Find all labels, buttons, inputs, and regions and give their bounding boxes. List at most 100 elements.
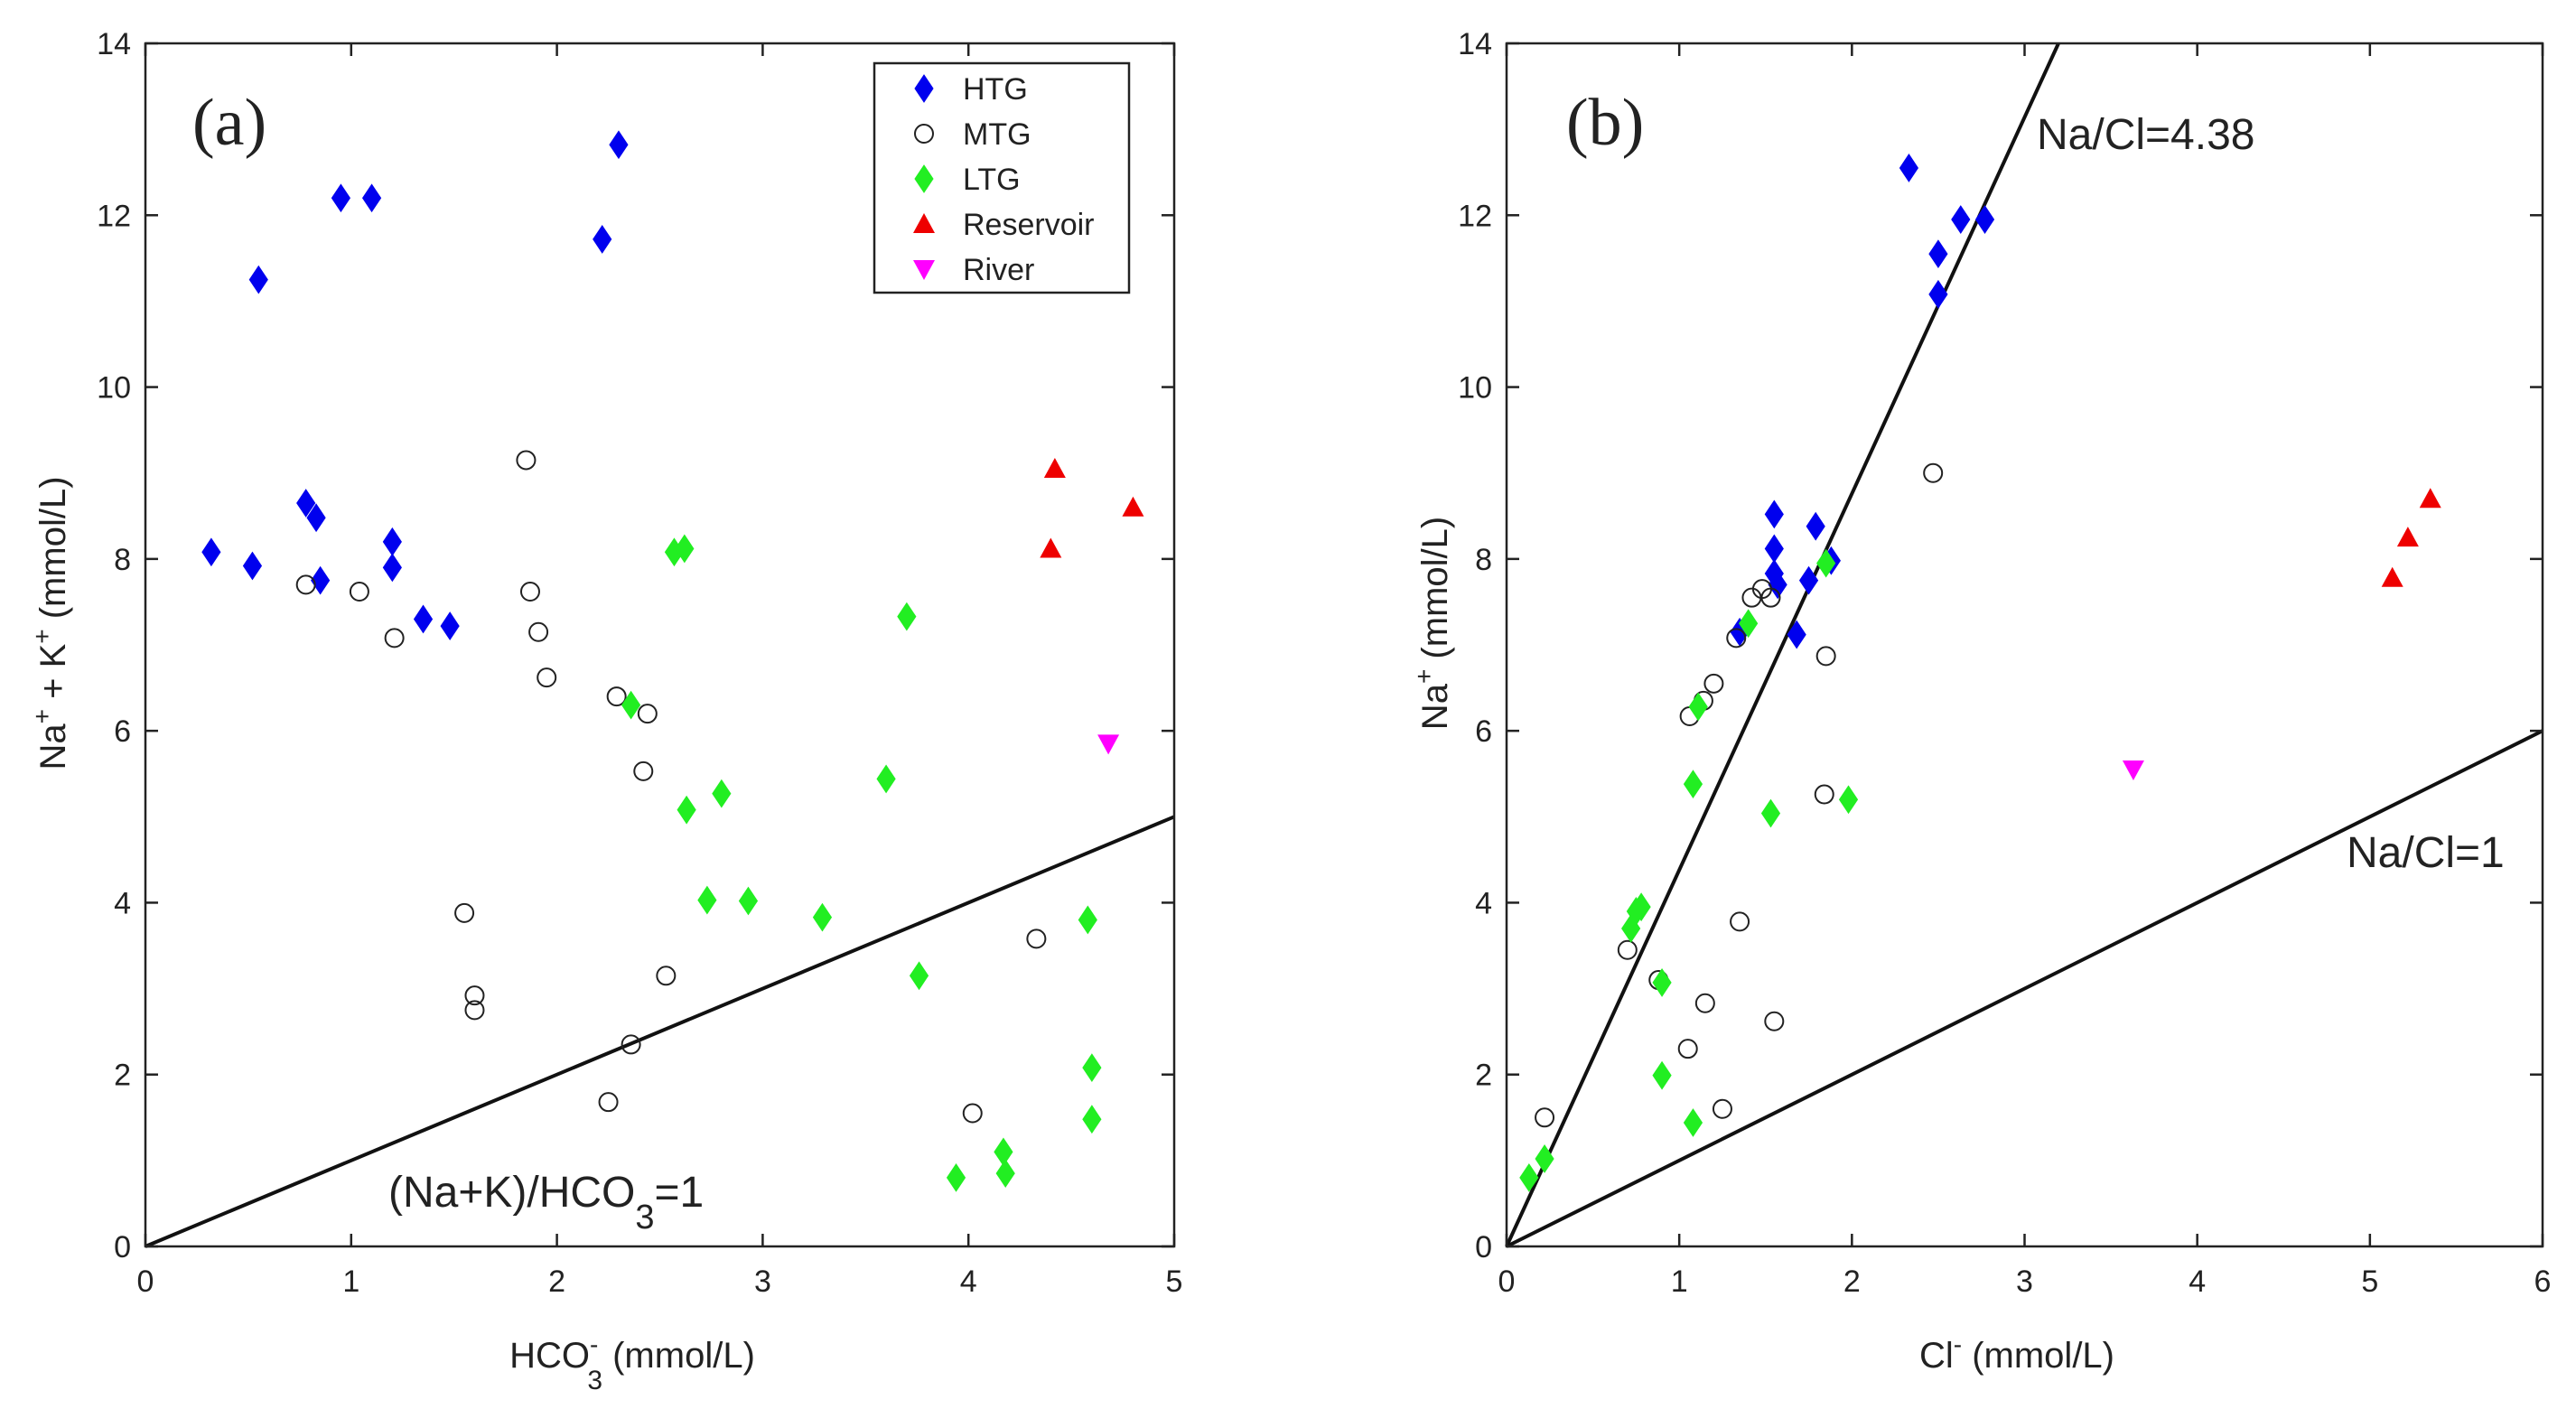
legend-marker-ltg [914, 164, 934, 193]
panel-b-point-htg [1768, 570, 1787, 600]
panel-b-point-ltg [1519, 1162, 1539, 1192]
panel-a-point-mtg [384, 628, 405, 649]
panel-a-point-ltg [1078, 905, 1097, 935]
panel-a-point-ltg [677, 795, 696, 825]
panel-b-y-tick-label: 12 [1458, 199, 1492, 233]
panel-b-y-tick-label: 4 [1475, 886, 1492, 920]
panel-a-y-tick-label: 2 [114, 1059, 131, 1093]
panel-a-x-tick-label: 1 [342, 1264, 359, 1299]
panel-a-point-mtg [454, 902, 475, 923]
panel-b: (b) Cl- (mmol/L) Na+ (mmol/L) 0 1 2 3 4 5 6024… [1410, 27, 2551, 1376]
panel-b-point-mtg [1760, 587, 1781, 608]
panel-a-point-htg [248, 265, 268, 294]
panel-b-point-ltg [1816, 548, 1836, 578]
panel-b-y-tick-label: 10 [1458, 371, 1492, 406]
panel-a-point-htg [361, 183, 382, 213]
panel-b-point-htg [1806, 511, 1825, 541]
panel-b-y-tick-label: 0 [1475, 1230, 1492, 1264]
panel-b-reference-line-0 [1505, 42, 2060, 1247]
panel-b-x-tick-label: 2 [1843, 1264, 1861, 1299]
panel-b-x-tick-label: 6 [2534, 1264, 2552, 1299]
panel-b-point-river [2122, 760, 2144, 780]
panel-a-point-mtg [464, 1000, 485, 1021]
panel-b-ratio-annotation-1: Na/Cl=1 [2347, 829, 2505, 877]
legend-label-river: River [963, 253, 1034, 287]
panel-a-point-htg [331, 183, 351, 213]
panel-a-point-ltg [1082, 1105, 1102, 1134]
panel-a-point-htg [609, 130, 629, 160]
legend-label-ltg: LTG [963, 163, 1021, 197]
panel-a-y-tick-label: 8 [114, 543, 131, 577]
panel-b-point-htg [1798, 565, 1819, 595]
panel-a-point-ltg [876, 764, 896, 794]
panel-b-point-htg [1787, 620, 1806, 649]
panel-a-point-htg [593, 225, 612, 254]
panel-b-point-ltg [1683, 1108, 1703, 1137]
panel-b-point-mtg [1703, 673, 1724, 694]
panel-b-point-ltg [1652, 1060, 1672, 1090]
panel-b-point-htg [1899, 154, 1919, 182]
panel-a-point-mtg [519, 582, 540, 602]
panel-a-y-tick-label: 12 [97, 199, 131, 233]
panel-a-x-tick-label: 4 [960, 1264, 977, 1299]
panel-a-x-tick-label: 5 [1166, 1264, 1183, 1299]
panel-b-point-htg [1764, 499, 1784, 529]
panel-a-point-ltg [909, 961, 929, 991]
panel-a-point-mtg [606, 686, 627, 707]
panel-b-x-tick-label: 3 [2016, 1264, 2033, 1299]
panel-a-point-ltg [946, 1162, 966, 1192]
panel-b-ratio-annotation-438: Na/Cl=4.38 [2037, 111, 2254, 159]
legend-marker-reservoir [913, 213, 935, 233]
panel-a-point-mtg [516, 450, 537, 471]
panel-a-point-htg [382, 553, 402, 583]
panel-b-point-mtg [1677, 1039, 1698, 1059]
panel-a-point-reservoir [1040, 537, 1062, 558]
panel-a-point-mtg [633, 760, 654, 781]
panel-b-reference-line-1 [1506, 729, 2543, 1248]
panel-b-x-tick-label: 0 [1498, 1264, 1516, 1299]
panel-a-point-mtg [295, 574, 316, 595]
panel-a-point-htg [201, 537, 221, 567]
panel-a-point-mtg [1026, 928, 1047, 949]
panel-a-y-tick-label: 14 [97, 27, 131, 61]
panel-b-point-ltg [1631, 892, 1651, 922]
panel-b-x-tick-label: 1 [1671, 1264, 1688, 1299]
panel-b-point-mtg [1815, 646, 1836, 667]
legend-label-htg: HTG [963, 72, 1028, 107]
panel-b-point-ltg [1739, 609, 1759, 639]
panel-b-y-tick-label: 2 [1475, 1059, 1492, 1093]
panel-b-point-htg [1928, 239, 1948, 269]
panel-b-x-tick-label: 4 [2189, 1264, 2206, 1299]
panel-b-y-tick-label: 14 [1458, 27, 1492, 61]
panel-b-point-ltg [1535, 1144, 1554, 1173]
legend-label-mtg: MTG [963, 117, 1031, 152]
legend-marker-htg [914, 74, 934, 103]
panel-b-point-mtg [1741, 587, 1762, 608]
legend-marker-mtg [914, 124, 934, 144]
panel-b-point-mtg [1535, 1107, 1555, 1128]
panel-b-point-mtg [1764, 1011, 1785, 1031]
panel-b-point-ltg [1683, 770, 1703, 799]
panel-a-point-mtg [464, 985, 485, 1006]
panel-a-point-ltg [995, 1159, 1015, 1189]
panel-b-y-tick-label: 8 [1475, 543, 1492, 577]
panel-a-point-mtg [621, 1034, 641, 1055]
panel-b-point-reservoir [2381, 566, 2403, 587]
panel-b-point-ltg [1838, 785, 1859, 815]
legend-label-reservoir: Reservoir [963, 208, 1094, 242]
panel-a-point-ltg [675, 534, 695, 564]
panel-b-label: (b) [1566, 86, 1644, 160]
panel-a-point-ltg [621, 690, 641, 720]
panel-a-point-mtg [637, 704, 658, 724]
panel-a-point-ltg [697, 885, 717, 915]
panel-a-x-tick-label: 3 [754, 1264, 771, 1299]
panel-a-point-mtg [537, 667, 557, 688]
panel-b-point-mtg [1694, 993, 1715, 1013]
panel-a-point-htg [242, 551, 263, 581]
panel-a-point-ltg [1082, 1053, 1102, 1083]
panel-a-y-axis-label: Na+ + K+ (mmol/L) [28, 476, 73, 770]
panel-a-point-htg [296, 489, 316, 518]
panel-b-point-mtg [1923, 462, 1944, 483]
panel-a-point-ltg [897, 602, 917, 631]
